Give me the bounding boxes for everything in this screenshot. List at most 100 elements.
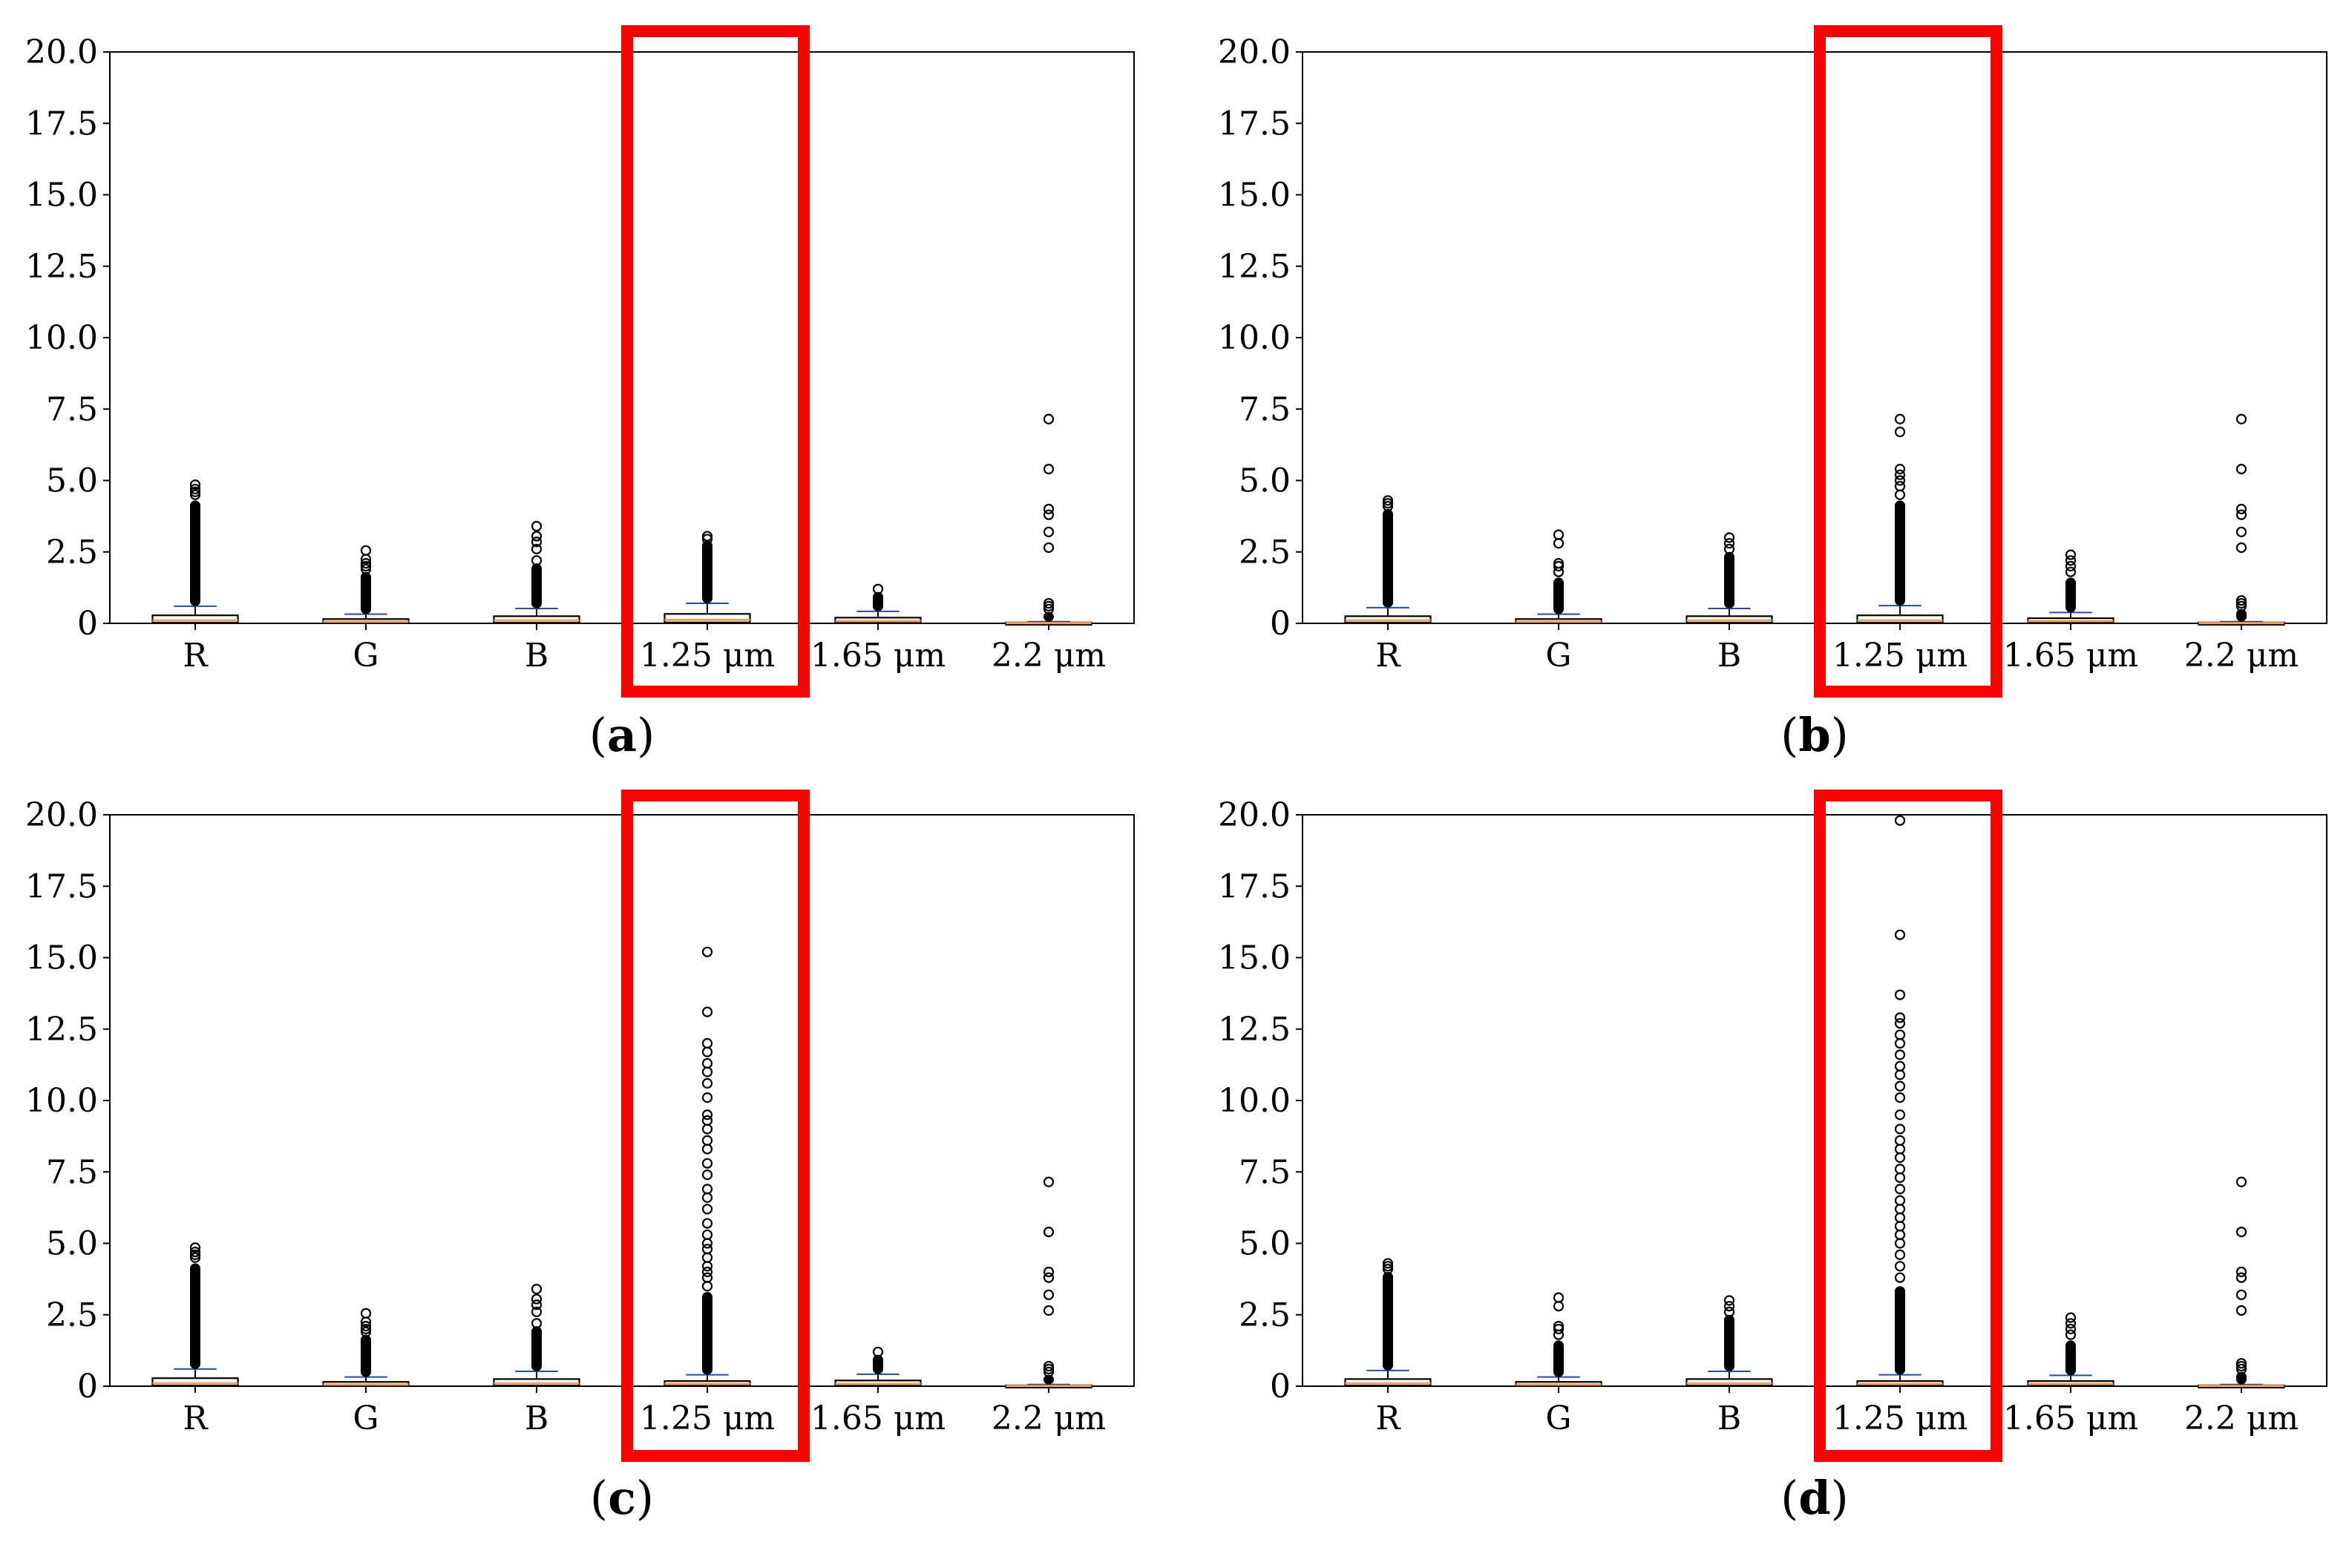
outlier-point — [1894, 1029, 1906, 1040]
outlier-point — [1894, 929, 1906, 940]
iqr-box — [151, 614, 239, 624]
flier-cluster — [2065, 577, 2076, 613]
flier-cluster — [2236, 1371, 2247, 1385]
outlier-point — [1894, 469, 1906, 480]
x-tick-label: 1.65 μm — [810, 637, 946, 675]
outlier-point — [1723, 532, 1735, 543]
outlier-point — [1894, 1184, 1906, 1195]
outlier-point — [1894, 1164, 1906, 1175]
x-tick-label: G — [353, 637, 379, 675]
outlier-point — [1553, 558, 1565, 569]
y-tick-label: 12.5 — [1218, 1011, 1291, 1049]
panel-b: 0 2.5 5.0 7.5 10.0 12.5 15.0 17.5 20.0 R G B 1.25 μm… — [1218, 25, 2327, 762]
outlier-point — [1043, 1176, 1055, 1187]
outlier-point — [189, 1249, 201, 1261]
outlier-point — [701, 1281, 713, 1292]
y-tick-label: 10.0 — [25, 319, 98, 357]
highlight-box-1-25um — [621, 25, 810, 698]
x-tick-label: R — [183, 1400, 209, 1437]
outlier-point — [701, 1192, 713, 1204]
outlier-point — [2235, 413, 2247, 424]
outlier-point — [1894, 1080, 1906, 1092]
outlier-point — [531, 520, 543, 532]
outlier-point — [2065, 1323, 2077, 1335]
panel-a: 0 2.5 5.0 7.5 10.0 12.5 15.0 17.5 20.0 R G B 1.25 μm… — [25, 25, 1135, 762]
flier-cluster — [1895, 1286, 1905, 1375]
outlier-point — [1894, 413, 1906, 424]
y-tick-label: 15.0 — [1218, 177, 1291, 214]
outlier-point — [1043, 600, 1055, 612]
outlier-point — [1723, 543, 1735, 555]
box-1 — [1515, 1292, 1602, 1387]
outlier-point — [2235, 1360, 2247, 1372]
outlier-point — [2235, 503, 2247, 515]
outlier-point — [701, 1123, 713, 1135]
flier-cluster — [1553, 577, 1564, 614]
flier-cluster — [1724, 551, 1734, 608]
box-4 — [2027, 549, 2114, 624]
flier-cluster — [190, 500, 200, 606]
outlier-point — [1043, 1272, 1055, 1283]
outlier-point — [2235, 600, 2247, 612]
x-tick-label: 1.65 μm — [2003, 637, 2138, 675]
outlier-point — [531, 555, 543, 566]
flier-cluster — [1383, 509, 1393, 608]
outlier-point — [1043, 1289, 1055, 1300]
y-tick-label: 15.0 — [25, 939, 98, 977]
box-4 — [2027, 1312, 2114, 1387]
outlier-point — [1553, 1321, 1565, 1332]
y-tick-label: 7.5 — [1239, 1153, 1291, 1191]
box-5 — [1005, 413, 1092, 626]
outlier-point — [1894, 1049, 1906, 1060]
y-tick-label: 2.5 — [46, 534, 98, 571]
outlier-point — [2235, 1226, 2247, 1238]
outlier-point — [701, 1252, 713, 1263]
box-3 — [1856, 815, 1944, 1387]
box-0 — [151, 1242, 239, 1387]
outlier-point — [701, 1218, 713, 1229]
outlier-point — [701, 1115, 713, 1126]
x-tick-label: R — [1375, 637, 1401, 675]
outlier-point — [2235, 542, 2247, 554]
outlier-point — [189, 486, 201, 498]
outlier-point — [1043, 1363, 1055, 1375]
outlier-point — [1894, 1272, 1906, 1283]
x-tick-label: G — [1545, 1400, 1571, 1437]
outlier-point — [2065, 560, 2077, 572]
flier-cluster — [1724, 1314, 1734, 1371]
x-tick-label: R — [183, 637, 209, 675]
outlier-point — [2235, 597, 2247, 609]
outlier-point — [1894, 815, 1906, 826]
x-tick-label: R — [1375, 1400, 1401, 1437]
outlier-point — [2235, 1289, 2247, 1300]
outlier-point — [1894, 1238, 1906, 1249]
outlier-point — [1894, 1152, 1906, 1164]
outlier-point — [1723, 538, 1735, 549]
outlier-point — [1382, 495, 1394, 506]
outlier-point — [1553, 529, 1565, 540]
flier-cluster — [1044, 1374, 1054, 1385]
flier-cluster — [361, 571, 371, 614]
outlier-point — [1894, 1037, 1906, 1049]
flier-cluster — [1044, 611, 1054, 622]
outlier-point — [1894, 1249, 1906, 1261]
y-tick-label: 2.5 — [46, 1296, 98, 1334]
outlier-point — [1043, 1305, 1055, 1316]
box-5 — [2198, 1176, 2285, 1388]
outlier-point — [1894, 1261, 1906, 1272]
iqr-box — [151, 1377, 239, 1387]
outlier-point — [360, 1321, 372, 1332]
box-3 — [664, 946, 751, 1387]
outlier-point — [1894, 1221, 1906, 1232]
outlier-point — [189, 1252, 201, 1263]
y-tick-label: 7.5 — [46, 390, 98, 428]
x-tick-label: 2.2 μm — [992, 1400, 1106, 1437]
highlight-box-1-25um — [1814, 25, 2002, 698]
outlier-point — [1723, 1295, 1735, 1306]
outlier-point — [2065, 566, 2077, 577]
y-tick-label: 12.5 — [25, 248, 98, 286]
outlier-point — [531, 531, 543, 542]
outlier-point — [1894, 489, 1906, 500]
outlier-point — [1382, 498, 1394, 509]
outlier-point — [2235, 463, 2247, 475]
